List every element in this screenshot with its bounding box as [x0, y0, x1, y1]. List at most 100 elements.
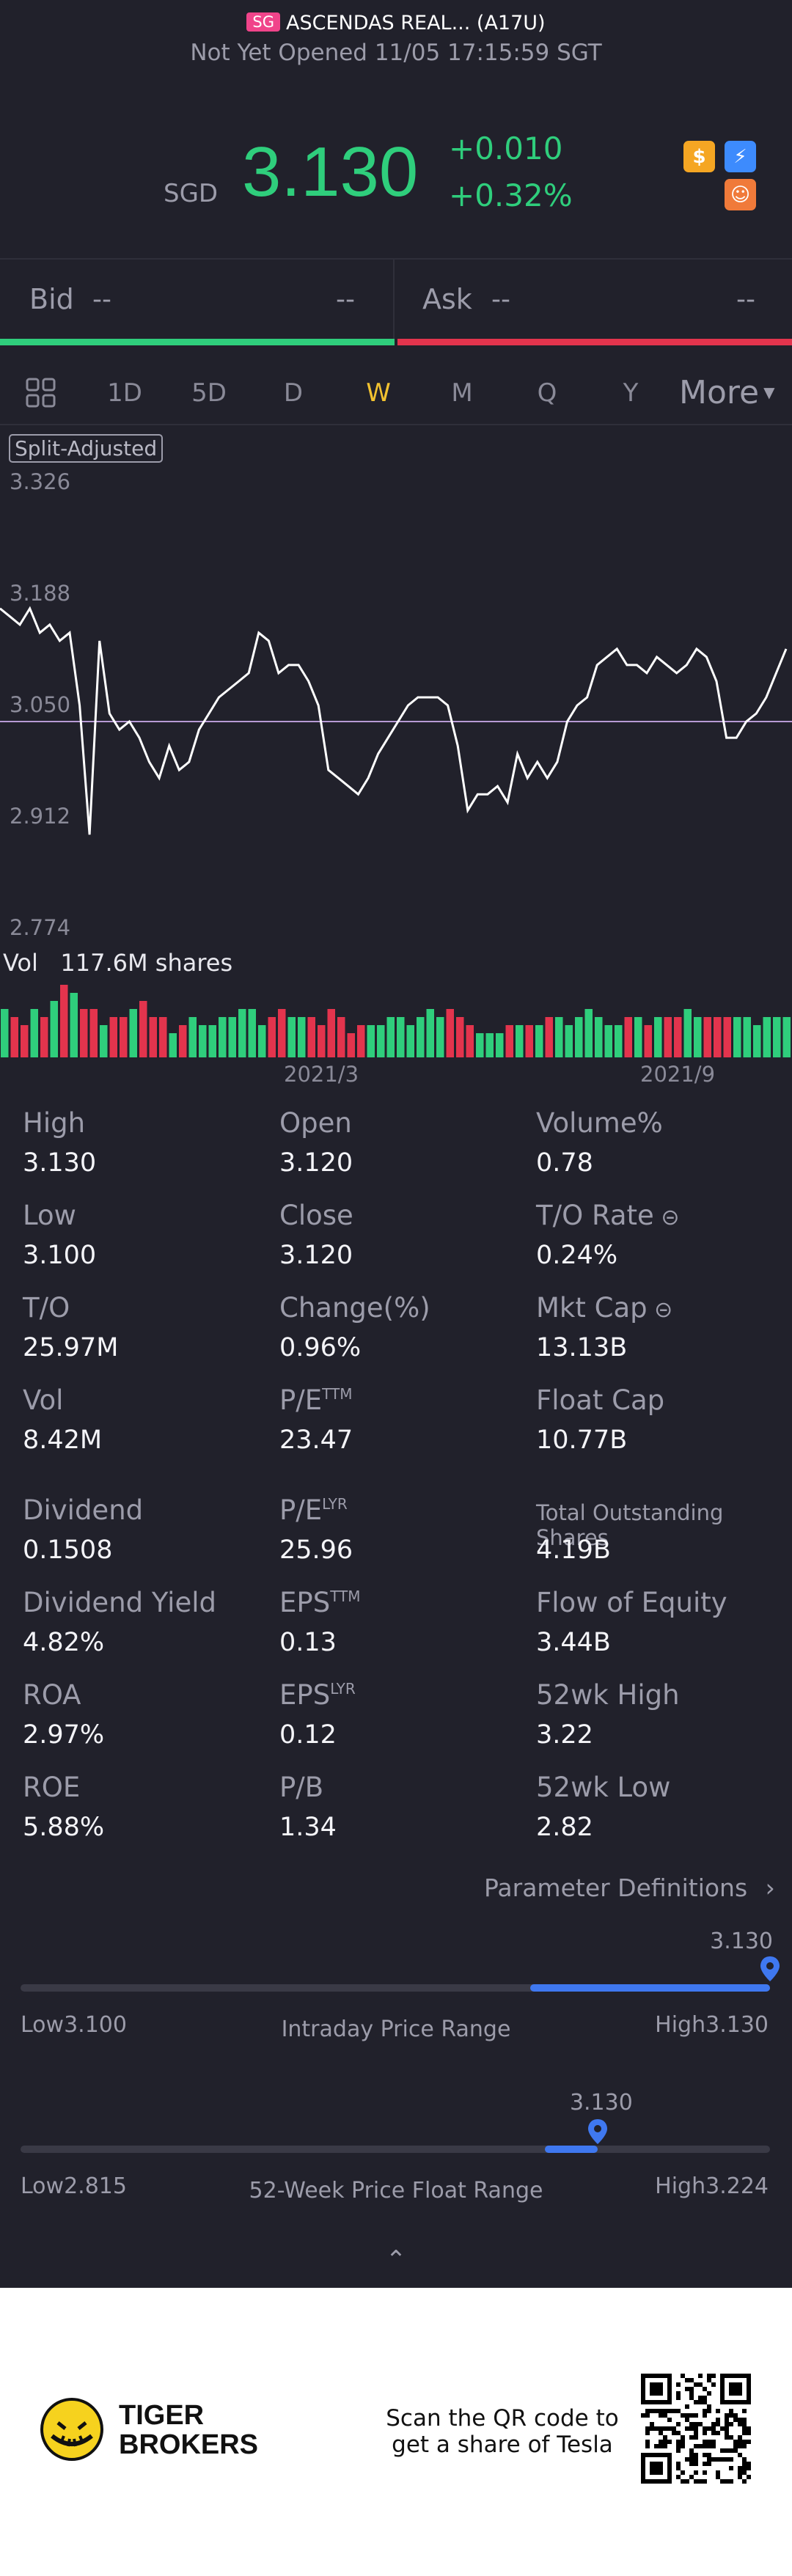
- stat-value: 4.19B: [536, 1535, 611, 1565]
- volume-bar: [674, 1017, 682, 1057]
- stat-label: P/B: [279, 1772, 323, 1803]
- week52-low: Low2.815: [21, 2173, 127, 2199]
- stat-label: Low: [23, 1200, 76, 1231]
- volume-bar: [139, 1001, 147, 1057]
- y-tick-label: 2.774: [10, 915, 71, 940]
- dollar-badge-icon[interactable]: $: [683, 141, 715, 172]
- price-series-line: [0, 606, 788, 835]
- stat-label: Flow of Equity: [536, 1587, 727, 1618]
- ask-volume-bar: [397, 339, 792, 345]
- x-tick-label: 2021/3: [284, 1062, 359, 1087]
- stat-label-text: Dividend: [23, 1494, 144, 1526]
- volume-bar: [714, 1017, 722, 1057]
- x-tick-label: 2021/9: [640, 1062, 716, 1087]
- stat-value: 3.120: [279, 1241, 353, 1270]
- stat-label-sup: TTM: [330, 1588, 361, 1605]
- chevron-up-icon[interactable]: ⌃: [385, 2245, 407, 2275]
- volume-bar: [575, 1017, 583, 1057]
- tab-5d[interactable]: 5D: [191, 378, 227, 408]
- market-status: Not Yet Opened 11/05 17:15:59 SGT: [190, 40, 602, 66]
- intraday-high: High3.130: [655, 2012, 769, 2038]
- bid-label: Bid: [29, 283, 74, 315]
- volume-bar: [782, 1017, 791, 1057]
- stat-value: 3.120: [279, 1148, 353, 1178]
- ask-panel[interactable]: Ask -- --: [396, 258, 792, 343]
- volume-bar: [654, 1017, 662, 1057]
- stat-label-text: ROA: [23, 1679, 81, 1711]
- tab-w[interactable]: W: [366, 378, 391, 408]
- volume-bar: [565, 1025, 573, 1057]
- stat-label: Volume%: [536, 1107, 663, 1139]
- volume-bar: [545, 1017, 553, 1057]
- stat-value: 3.100: [23, 1241, 97, 1270]
- week52-track: [21, 2146, 770, 2153]
- stat-value: 0.1508: [23, 1535, 113, 1565]
- price-change: +0.010: [449, 131, 563, 166]
- volume-bar: [615, 1025, 623, 1057]
- tab-m[interactable]: M: [451, 378, 473, 408]
- volume-bar: [287, 1017, 296, 1057]
- tab-d[interactable]: D: [283, 378, 304, 408]
- volume-bar: [753, 1025, 761, 1057]
- volume-bar: [367, 1025, 375, 1057]
- volume-bar: [516, 1025, 524, 1057]
- grid-layout-icon[interactable]: [25, 377, 57, 409]
- tab-1d[interactable]: 1D: [107, 378, 142, 408]
- volume-bar: [21, 1025, 29, 1057]
- stat-label-text: 52wk Low: [536, 1772, 671, 1803]
- stat-value: 0.24%: [536, 1241, 618, 1270]
- price-change-pct: +0.32%: [449, 177, 573, 213]
- volume-bar: [159, 1017, 167, 1057]
- more-dropdown[interactable]: More ▼: [679, 374, 774, 411]
- volume-bar: [228, 1017, 236, 1057]
- stock-name: ASCENDAS REAL... (A17U): [286, 12, 546, 34]
- split-adjusted-tag[interactable]: Split-Adjusted: [9, 434, 164, 463]
- flash-badge-icon[interactable]: ⚡: [725, 141, 756, 172]
- qr-code-icon[interactable]: [641, 2374, 751, 2484]
- stat-label: Float Cap: [536, 1384, 664, 1416]
- info-icon[interactable]: ⊝: [653, 1205, 680, 1230]
- volume-bar: [446, 1009, 454, 1057]
- stat-label-sup: TTM: [322, 1385, 353, 1403]
- stat-label: Mkt Cap ⊝: [536, 1292, 672, 1324]
- stat-value: 8.42M: [23, 1425, 103, 1455]
- volume-bar: [327, 1009, 335, 1057]
- tab-y[interactable]: Y: [623, 378, 639, 408]
- volume-bar: [496, 1033, 504, 1057]
- stat-value: 3.130: [23, 1148, 97, 1178]
- week52-range: 3.130 Low2.815 52-Week Price Float Range…: [0, 2090, 792, 2207]
- intraday-current-value: 3.130: [710, 1929, 773, 1954]
- param-defs-label: Parameter Definitions: [484, 1874, 748, 1902]
- stat-label-text: Dividend Yield: [23, 1587, 216, 1618]
- stat-value: 0.13: [279, 1628, 337, 1657]
- intraday-range: 3.130 Low3.100 Intraday Price Range High…: [0, 1929, 792, 2046]
- week52-current-value: 3.130: [569, 2090, 633, 2116]
- stat-label: ROA: [23, 1679, 81, 1711]
- divider: [0, 424, 792, 425]
- volume-bar: [555, 1017, 563, 1057]
- parameter-definitions-link[interactable]: Parameter Definitions ›: [484, 1874, 775, 1902]
- volume-bar: [238, 1009, 246, 1057]
- volume-bar: [129, 1009, 137, 1057]
- volume-bar: [377, 1025, 385, 1057]
- price-chart[interactable]: Split-Adjusted 3.326 3.188 3.050 2.912 2…: [0, 425, 792, 1087]
- stat-label: P/ETTM: [279, 1384, 353, 1416]
- intraday-fill: [529, 1984, 770, 1992]
- volume-bar: [268, 1017, 276, 1057]
- stat-value: 0.96%: [279, 1333, 362, 1362]
- info-icon[interactable]: ⊝: [647, 1297, 673, 1323]
- tab-q[interactable]: Q: [537, 378, 557, 408]
- stat-label: Change(%): [279, 1292, 430, 1324]
- volume-bar: [278, 1009, 286, 1057]
- y-tick-label: 3.188: [10, 581, 71, 606]
- chevron-right-icon: ›: [765, 1874, 775, 1902]
- volume-bar: [169, 1033, 177, 1057]
- tiger-badge-icon[interactable]: ☺: [725, 179, 756, 210]
- volume-bars: [1, 985, 791, 1057]
- volume-bar: [644, 1025, 652, 1057]
- stat-value: 5.88%: [23, 1813, 105, 1842]
- intraday-low: Low3.100: [21, 2012, 127, 2038]
- bid-panel[interactable]: Bid -- --: [0, 258, 393, 343]
- location-pin-icon: [760, 1956, 780, 1981]
- stat-label-text: Change(%): [279, 1292, 430, 1324]
